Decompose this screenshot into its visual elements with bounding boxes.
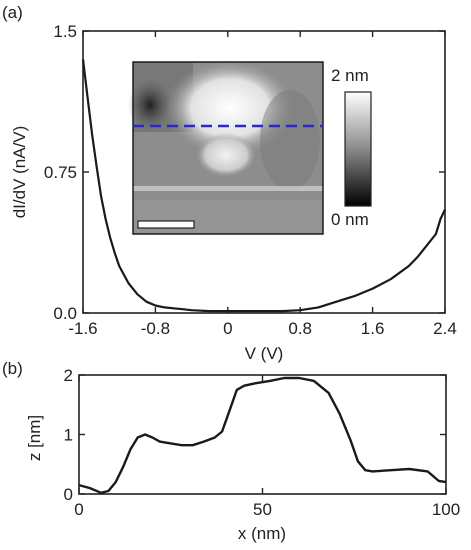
- b-y-tick-label: 1: [64, 426, 73, 445]
- panel-a-chart: -1.6 -0.8 0 0.8 1.6 2.4 0.0 0.75 1.5 dI/dV (nA/…: [10, 22, 457, 363]
- a-x-tick-label: 2.4: [433, 319, 457, 338]
- panel-a-x-ticks: -1.6 -0.8 0 0.8 1.6 2.4: [68, 31, 457, 338]
- panel-b-series-line: [78, 376, 447, 494]
- inset-frame: [132, 61, 324, 235]
- inset-dark-spot: [128, 79, 172, 131]
- stm-topography-inset: [128, 60, 324, 235]
- panel-a-label: (a): [2, 3, 23, 22]
- inset-step-edge: [133, 186, 323, 191]
- panel-b-y-ticks: 0 1 2: [64, 366, 446, 504]
- panel-b-y-axis-label: z [nm]: [25, 415, 44, 461]
- a-y-tick-label: 0.0: [53, 304, 77, 323]
- b-x-tick-label: 50: [253, 500, 272, 519]
- panel-a-series-line: [81, 59, 446, 313]
- panel-b-x-ticks: 0 50 100: [74, 375, 460, 519]
- panel-a-x-axis-label: V (V): [245, 344, 284, 363]
- b-x-tick-label: 100: [432, 500, 460, 519]
- panel-a-y-axis-label: dI/dV (nA/V): [10, 126, 29, 219]
- panel-b-x-axis-label: x (nm): [238, 524, 286, 543]
- inset-lower-terrace: [133, 200, 323, 234]
- b-y-tick-label: 0: [64, 485, 73, 504]
- inset-shadow: [260, 90, 320, 190]
- colorbar: [344, 91, 372, 207]
- a-y-tick-label: 0.75: [44, 163, 77, 182]
- panel-b-chart: 0 50 100 0 1 2 z [nm] x (nm): [25, 366, 460, 543]
- colorbar-min-label: 0 nm: [331, 210, 369, 229]
- panel-a-y-ticks: 0.0 0.75 1.5: [44, 22, 445, 323]
- colorbar-max-label: 2 nm: [331, 66, 369, 85]
- inset-bright-lobe: [196, 133, 256, 177]
- a-x-tick-label: 1.6: [361, 319, 385, 338]
- a-x-tick-label: 0.8: [288, 319, 312, 338]
- a-x-tick-label: -0.8: [141, 319, 170, 338]
- b-y-tick-label: 2: [64, 366, 73, 385]
- panel-b-frame: [78, 374, 447, 495]
- b-x-tick-label: 0: [74, 500, 83, 519]
- a-y-tick-label: 1.5: [53, 22, 77, 41]
- a-x-tick-label: 0: [223, 319, 232, 338]
- inset-scale-bar: [137, 220, 195, 229]
- a-x-tick-label: -1.6: [68, 319, 97, 338]
- panel-b-label: (b): [2, 359, 23, 378]
